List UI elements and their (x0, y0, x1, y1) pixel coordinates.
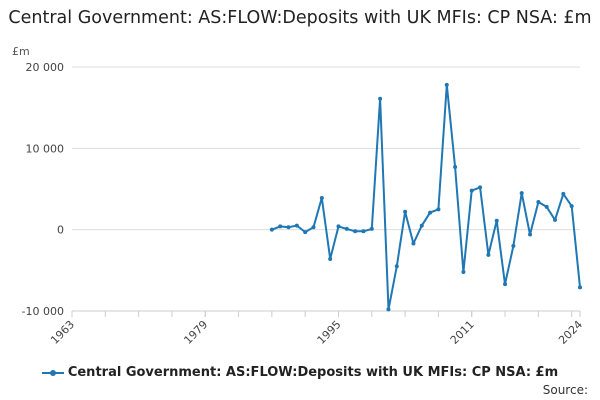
x-tick-label: 2011 (448, 318, 477, 347)
data-point (311, 225, 316, 230)
data-point (528, 232, 533, 237)
data-point (494, 218, 499, 223)
data-point (461, 269, 466, 274)
data-point (403, 209, 408, 214)
data-point (419, 223, 424, 228)
data-point (561, 191, 566, 196)
data-point (428, 210, 433, 215)
y-tick-label: 20 000 (26, 61, 65, 74)
y-axis-ticks: 20 000 10 000 0 -10 000 (22, 61, 64, 318)
legend-swatch-icon (41, 367, 64, 379)
data-point (369, 226, 374, 231)
y-tick-label: 0 (57, 224, 64, 237)
data-point (503, 282, 508, 287)
data-point (344, 226, 349, 231)
data-point (544, 204, 549, 209)
y-tick-label: 10 000 (26, 142, 65, 155)
data-point (353, 229, 358, 234)
data-point (436, 207, 441, 212)
data-point (444, 82, 449, 87)
data-point (511, 243, 516, 248)
data-point (394, 264, 399, 269)
data-point (486, 252, 491, 257)
data-point (553, 217, 558, 222)
data-point (269, 227, 274, 232)
data-point (478, 185, 483, 190)
source-label: Source: (542, 383, 588, 397)
x-tick-label: 2024 (556, 318, 585, 347)
legend-label: Central Government: AS:FLOW:Deposits wit… (67, 365, 559, 380)
x-axis: 1963 1979 1995 2011 2024 (48, 310, 585, 347)
y-tick-label: -10 000 (22, 305, 64, 318)
data-point (536, 200, 541, 205)
data-point (453, 165, 458, 170)
x-tick-label: 1995 (315, 318, 344, 347)
legend[interactable]: Central Government: AS:FLOW:Deposits wit… (0, 365, 600, 380)
series-layer (269, 82, 582, 312)
data-point (278, 224, 283, 229)
series-line (271, 83, 581, 311)
data-point (303, 230, 308, 235)
data-point (286, 225, 291, 230)
data-point (294, 223, 299, 228)
x-tick-label: 1963 (48, 318, 77, 347)
x-tick-label: 1979 (181, 318, 210, 347)
data-point (328, 256, 333, 261)
data-point (519, 191, 524, 196)
data-point (378, 96, 383, 101)
data-point (361, 229, 366, 234)
data-point (386, 307, 391, 312)
data-point (569, 204, 574, 209)
chart-title: Central Government: AS:FLOW:Deposits wit… (8, 8, 592, 28)
data-point (411, 241, 416, 246)
data-point (319, 195, 324, 200)
y-axis-unit-label: £m (12, 45, 30, 58)
data-point (578, 285, 582, 290)
data-point (469, 188, 474, 193)
data-point (336, 224, 341, 229)
